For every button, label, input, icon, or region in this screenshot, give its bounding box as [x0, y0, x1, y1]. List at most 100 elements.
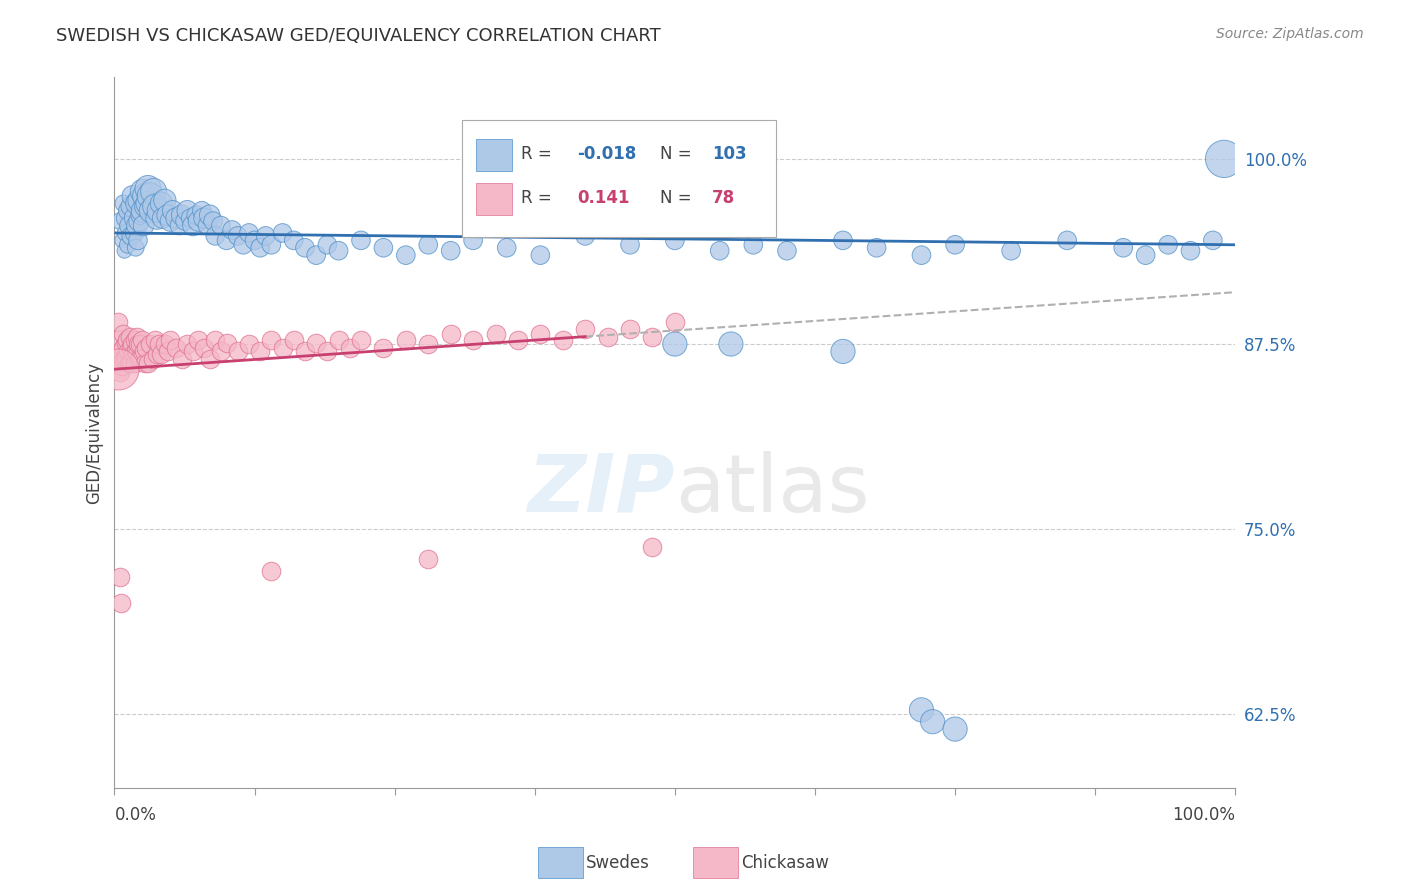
- Point: [176, 337, 198, 351]
- Point: [139, 337, 162, 351]
- Point: [574, 322, 596, 336]
- Text: N =: N =: [661, 145, 692, 163]
- Point: [114, 335, 136, 350]
- Point: [143, 333, 166, 347]
- Point: [156, 208, 179, 222]
- Point: [117, 203, 139, 218]
- Point: [418, 551, 440, 566]
- Point: [373, 241, 395, 255]
- Point: [120, 228, 142, 243]
- Point: [134, 189, 156, 203]
- Point: [153, 337, 176, 351]
- Point: [146, 347, 169, 361]
- Point: [107, 362, 129, 376]
- Point: [114, 351, 136, 366]
- Point: [418, 337, 440, 351]
- Point: [440, 244, 463, 258]
- Point: [440, 326, 463, 341]
- Point: [709, 244, 731, 258]
- Point: [596, 329, 619, 343]
- Text: 103: 103: [711, 145, 747, 163]
- Point: [395, 248, 418, 262]
- Point: [107, 315, 129, 329]
- Point: [128, 351, 150, 366]
- Point: [125, 344, 148, 359]
- Text: -0.018: -0.018: [578, 145, 637, 163]
- Point: [187, 333, 209, 347]
- Point: [619, 237, 641, 252]
- Point: [197, 219, 219, 233]
- Point: [165, 211, 187, 226]
- Text: R =: R =: [522, 145, 553, 163]
- Point: [136, 356, 159, 370]
- Point: [129, 208, 152, 222]
- Point: [260, 564, 283, 578]
- Point: [776, 244, 799, 258]
- Point: [117, 237, 139, 252]
- Point: [122, 347, 145, 361]
- Point: [664, 337, 686, 351]
- FancyBboxPatch shape: [477, 138, 512, 171]
- Point: [943, 722, 966, 736]
- Point: [495, 241, 517, 255]
- Point: [181, 344, 204, 359]
- Point: [316, 344, 339, 359]
- Point: [243, 233, 266, 247]
- Point: [131, 351, 153, 366]
- Point: [124, 333, 146, 347]
- Point: [134, 356, 156, 370]
- Point: [169, 219, 191, 233]
- Point: [118, 219, 141, 233]
- Text: SWEDISH VS CHICKASAW GED/EQUIVALENCY CORRELATION CHART: SWEDISH VS CHICKASAW GED/EQUIVALENCY COR…: [56, 27, 661, 45]
- Point: [112, 326, 135, 341]
- Point: [260, 333, 283, 347]
- Point: [131, 185, 153, 199]
- Point: [260, 237, 283, 252]
- Point: [193, 342, 215, 356]
- Point: [127, 337, 149, 351]
- Text: Swedes: Swedes: [586, 854, 650, 871]
- Point: [125, 347, 148, 361]
- Text: N =: N =: [661, 189, 692, 207]
- Point: [136, 181, 159, 195]
- Point: [305, 335, 328, 350]
- Text: 0.0%: 0.0%: [114, 806, 156, 824]
- Text: 78: 78: [711, 189, 735, 207]
- Point: [136, 196, 159, 211]
- FancyBboxPatch shape: [463, 120, 776, 237]
- Point: [159, 214, 181, 228]
- Point: [174, 214, 197, 228]
- Point: [150, 347, 173, 361]
- Point: [641, 540, 664, 554]
- Point: [111, 233, 134, 247]
- Point: [461, 233, 484, 247]
- Point: [551, 333, 574, 347]
- Point: [186, 208, 208, 222]
- Point: [574, 228, 596, 243]
- Point: [132, 219, 155, 233]
- Point: [198, 208, 221, 222]
- Text: 100.0%: 100.0%: [1173, 806, 1236, 824]
- Point: [191, 203, 214, 218]
- Point: [221, 223, 243, 237]
- Point: [128, 214, 150, 228]
- Point: [108, 333, 131, 347]
- Point: [108, 569, 131, 583]
- Text: Chickasaw: Chickasaw: [741, 854, 830, 871]
- Point: [943, 237, 966, 252]
- Point: [294, 344, 316, 359]
- Point: [181, 219, 204, 233]
- Point: [142, 185, 165, 199]
- Point: [115, 333, 138, 347]
- Point: [865, 241, 887, 255]
- Point: [111, 359, 134, 374]
- Point: [148, 203, 170, 218]
- Point: [373, 342, 395, 356]
- Point: [271, 342, 294, 356]
- Point: [110, 344, 132, 359]
- Point: [910, 248, 932, 262]
- Point: [283, 233, 305, 247]
- Point: [529, 326, 551, 341]
- Point: [127, 233, 149, 247]
- Point: [1180, 244, 1202, 258]
